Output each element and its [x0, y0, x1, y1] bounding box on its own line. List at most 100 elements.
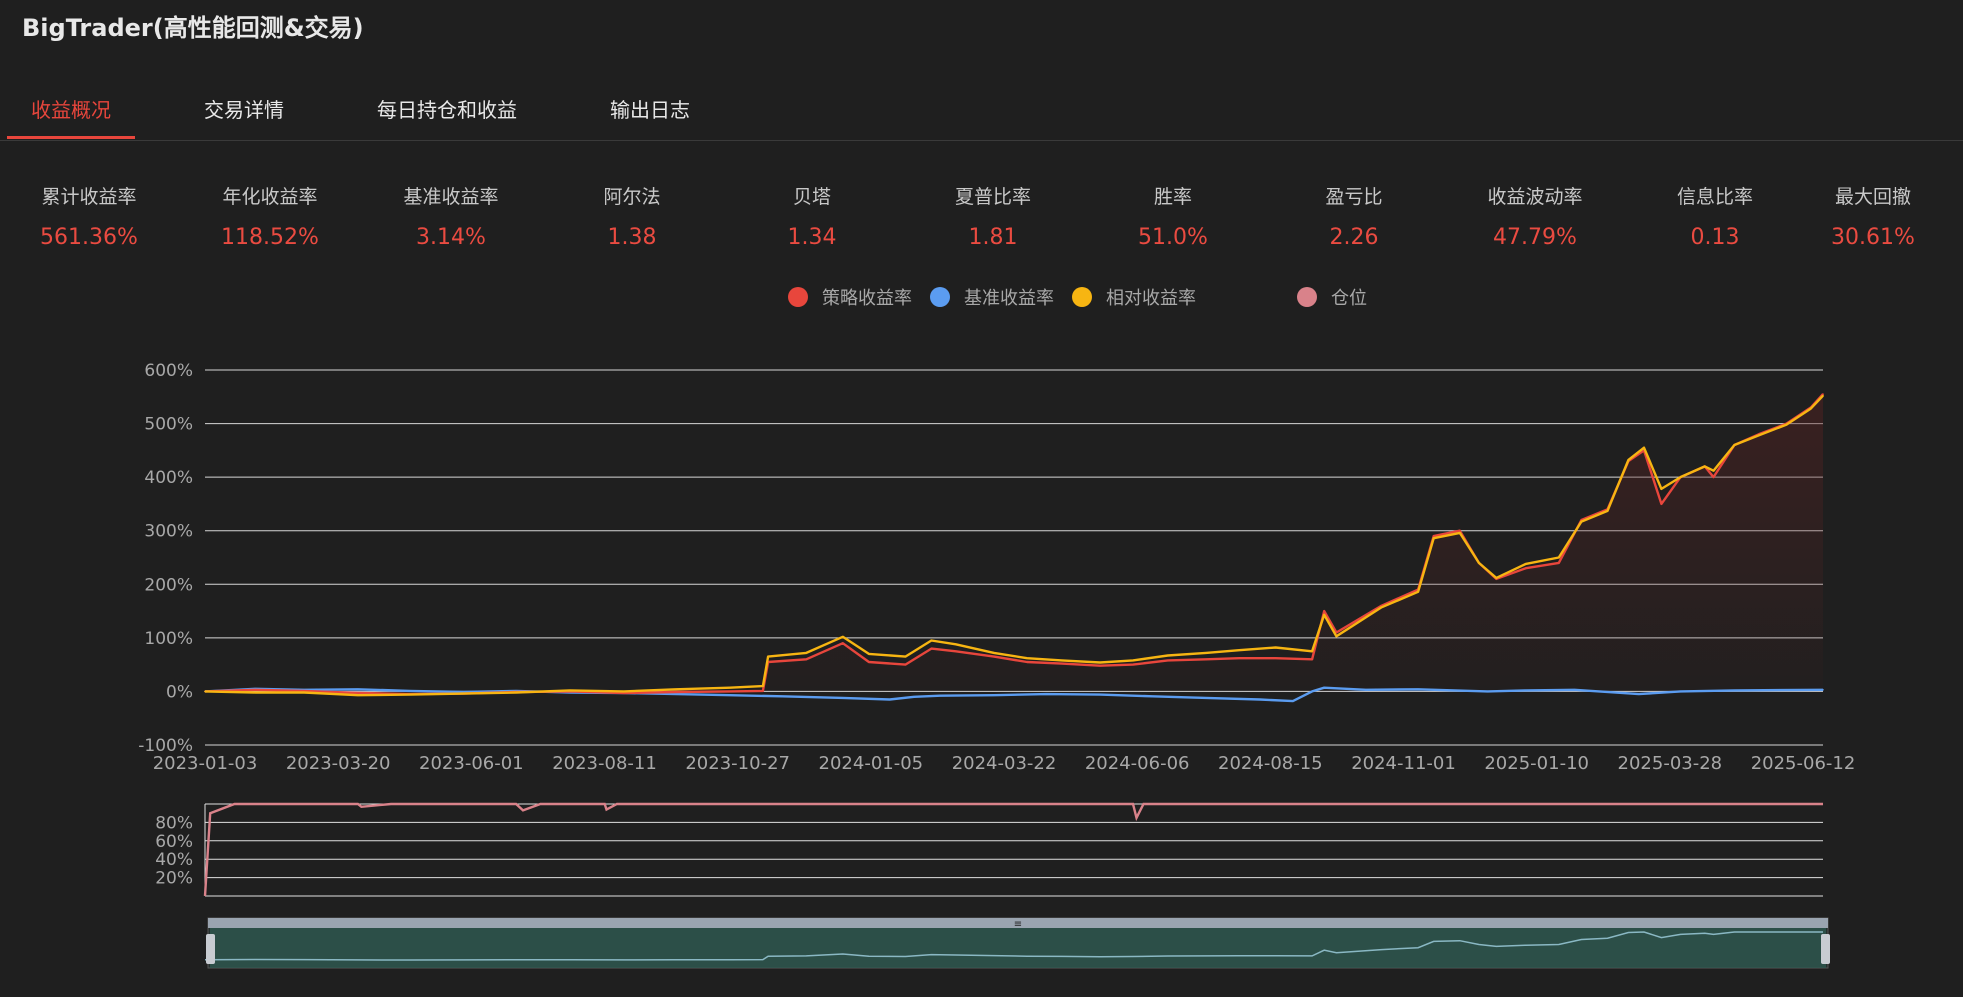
legend-strategy-return[interactable]: 策略收益率 — [788, 284, 912, 310]
data-point — [254, 689, 257, 691]
data-point — [904, 655, 907, 658]
data-point — [1733, 689, 1736, 692]
x-tick-label: 2025-01-10 — [1484, 753, 1589, 774]
data-point — [1495, 577, 1498, 579]
data-point — [781, 695, 783, 698]
data-point — [1822, 394, 1824, 397]
data-point — [729, 690, 731, 693]
data-point — [1238, 649, 1240, 651]
data-point — [1205, 652, 1207, 654]
data-point — [904, 663, 907, 666]
metric-value: 1.81 — [968, 225, 1018, 250]
data-point — [357, 692, 359, 694]
strategy-area — [205, 394, 1823, 695]
active-tab-indicator — [7, 136, 135, 139]
data-point — [930, 639, 933, 642]
data-point — [1323, 610, 1325, 612]
x-tick-label: 2025-03-28 — [1618, 753, 1723, 774]
metric-value: 561.36% — [40, 225, 138, 250]
zoom-top-bar[interactable] — [208, 918, 1828, 928]
data-point — [1822, 393, 1824, 395]
legend-benchmark-return[interactable]: 基准收益率 — [930, 284, 1054, 310]
data-point — [1026, 657, 1028, 659]
zoom-handle-left[interactable] — [206, 934, 215, 964]
legend-dot-icon — [1297, 287, 1317, 307]
tab-output-log[interactable]: 输出日志 — [610, 98, 690, 122]
data-zoom-slider[interactable]: ≡ — [204, 917, 1830, 969]
data-point — [1132, 663, 1134, 666]
metric-max-drawdown: 最大回撤 30.61% — [1783, 182, 1963, 250]
x-tick-label: 2023-01-03 — [153, 753, 258, 774]
data-point — [1525, 689, 1527, 692]
data-point — [1205, 697, 1207, 699]
metric-label: 夏普比率 — [954, 186, 1031, 208]
data-point — [1627, 459, 1630, 461]
data-point — [1606, 510, 1609, 512]
series-line — [204, 686, 1824, 703]
legend-dot-icon — [788, 287, 808, 307]
data-point — [515, 691, 517, 694]
data-point — [1151, 695, 1153, 698]
data-point — [1486, 690, 1489, 693]
data-point — [888, 698, 891, 701]
series-line — [204, 394, 1824, 697]
data-point — [675, 693, 677, 695]
data-point — [1026, 661, 1028, 663]
data-point — [1643, 446, 1645, 449]
data-point — [1638, 693, 1640, 695]
y-tick-label: 20% — [155, 869, 193, 889]
y-tick-label: 500% — [144, 415, 193, 435]
x-tick-label: 2023-06-01 — [419, 753, 524, 774]
data-point — [623, 692, 625, 694]
data-point — [805, 658, 808, 661]
data-point — [842, 636, 844, 638]
legend-position[interactable]: 仓位 — [1297, 284, 1367, 310]
data-point — [204, 690, 206, 693]
data-point — [1099, 661, 1101, 664]
data-point — [675, 691, 677, 693]
data-point — [842, 642, 844, 644]
data-point — [762, 685, 764, 687]
data-point — [939, 694, 941, 697]
data-point — [1335, 635, 1338, 638]
legend-label: 策略收益率 — [822, 288, 912, 309]
metric-label: 基准收益率 — [403, 186, 499, 208]
y-tick-label: 400% — [144, 468, 193, 488]
x-axis: 2023-01-03 2023-03-20 2023-06-01 2023-08-11… — [153, 753, 1856, 774]
data-point — [1099, 664, 1101, 667]
data-point — [1292, 700, 1294, 702]
zoom-handle-right[interactable] — [1821, 934, 1830, 964]
data-point — [1712, 476, 1715, 478]
data-point — [1274, 646, 1277, 649]
data-point — [868, 653, 870, 655]
data-point — [805, 652, 808, 654]
legend-relative-return[interactable]: 相对收益率 — [1072, 284, 1196, 310]
tab-performance-overview[interactable]: 收益概况 — [31, 98, 111, 122]
x-tick-label: 2023-03-20 — [286, 753, 391, 774]
data-point — [1478, 562, 1480, 564]
data-point — [1259, 698, 1261, 701]
data-point — [1679, 690, 1682, 693]
legend-dot-icon — [1072, 287, 1092, 307]
data-point — [1099, 693, 1101, 696]
data-point — [1525, 567, 1527, 569]
chart-legend: 策略收益率 基准收益率 相对收益率 仓位 — [0, 284, 1963, 312]
data-point — [1061, 662, 1063, 665]
tab-trade-details[interactable]: 交易详情 — [204, 98, 284, 122]
data-point — [1432, 535, 1435, 537]
zoom-selection[interactable] — [210, 928, 1826, 968]
data-point — [729, 694, 731, 696]
data-point — [357, 688, 359, 691]
data-point — [1525, 563, 1527, 565]
data-point — [1459, 529, 1461, 532]
data-point — [1810, 407, 1812, 410]
data-point — [1573, 689, 1576, 691]
data-point — [1335, 631, 1338, 634]
metric-cumulative-return: 累计收益率 561.36% — [0, 182, 179, 250]
metric-value: 47.79% — [1493, 225, 1577, 250]
data-point — [767, 655, 769, 658]
main-y-axis: -100% 0% 100% 200% 300% 400% 500% 600% — [138, 361, 193, 756]
data-point — [1132, 659, 1134, 662]
tab-daily-positions[interactable]: 每日持仓和收益 — [377, 98, 517, 122]
series-line — [204, 393, 1824, 696]
